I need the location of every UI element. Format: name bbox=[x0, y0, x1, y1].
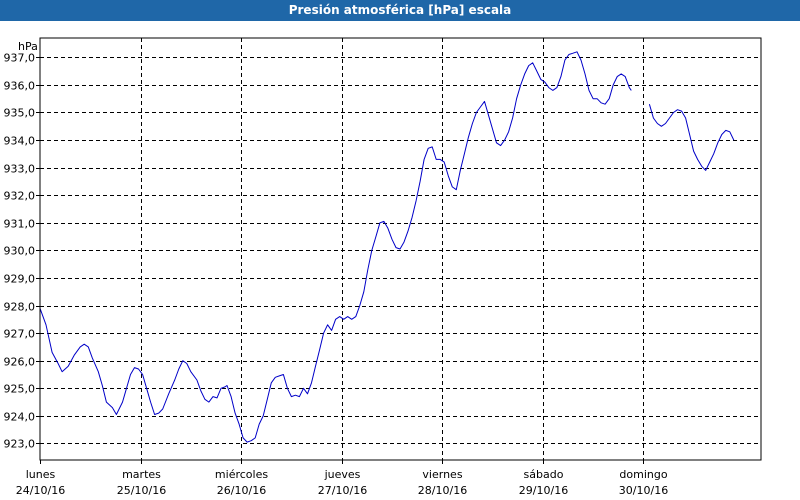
y-tick-label: 930,0 bbox=[4, 245, 36, 258]
series-layer bbox=[39, 51, 735, 443]
pressure-series-line bbox=[39, 51, 632, 443]
x-tick-date-label: 27/10/16 bbox=[318, 484, 367, 497]
x-tick-day-label: sábado bbox=[524, 468, 564, 481]
plot-frame bbox=[39, 37, 762, 461]
y-tick-label: 926,0 bbox=[4, 356, 36, 369]
x-tick-day-label: miércoles bbox=[215, 468, 268, 481]
grid bbox=[40, 38, 761, 460]
x-tick-date-label: 29/10/16 bbox=[519, 484, 568, 497]
y-tick-label: 933,0 bbox=[4, 163, 36, 176]
y-tick-label: 929,0 bbox=[4, 273, 36, 286]
y-tick-label: 927,0 bbox=[4, 328, 36, 341]
x-tick-date-label: 26/10/16 bbox=[217, 484, 266, 497]
x-tick-day-label: domingo bbox=[619, 468, 667, 481]
y-tick-label: 935,0 bbox=[4, 107, 36, 120]
y-tick-label: 928,0 bbox=[4, 301, 36, 314]
chart-title: Presión atmosférica [hPa] escala bbox=[0, 0, 800, 21]
y-axis-label: hPa bbox=[18, 40, 38, 53]
y-tick-label: 937,0 bbox=[4, 52, 36, 65]
y-tick-label: 931,0 bbox=[4, 218, 36, 231]
y-tick-label: 936,0 bbox=[4, 80, 36, 93]
x-tick-date-label: 30/10/16 bbox=[619, 484, 668, 497]
x-tick-date-label: 25/10/16 bbox=[117, 484, 166, 497]
x-tick-day-label: viernes bbox=[422, 468, 462, 481]
x-tick-date-label: 24/10/16 bbox=[16, 484, 65, 497]
y-axis-ticks: 923,0 924,0 925,0 926,0 927,0 928,0 929,0 930,0… bbox=[4, 52, 40, 451]
y-tick-label: 934,0 bbox=[4, 135, 36, 148]
y-tick-label: 923,0 bbox=[4, 438, 36, 451]
x-tick-date-label: 28/10/16 bbox=[418, 484, 467, 497]
x-axis-ticks: lunes 24/10/16 martes 25/10/16 miércoles 26/1… bbox=[16, 460, 668, 497]
x-tick-day-label: jueves bbox=[324, 468, 361, 481]
x-tick-day-label: lunes bbox=[26, 468, 56, 481]
x-tick-day-label: martes bbox=[122, 468, 161, 481]
y-tick-label: 932,0 bbox=[4, 190, 36, 203]
y-tick-label: 925,0 bbox=[4, 383, 36, 396]
pressure-series-line bbox=[648, 104, 735, 171]
y-tick-label: 924,0 bbox=[4, 411, 36, 424]
